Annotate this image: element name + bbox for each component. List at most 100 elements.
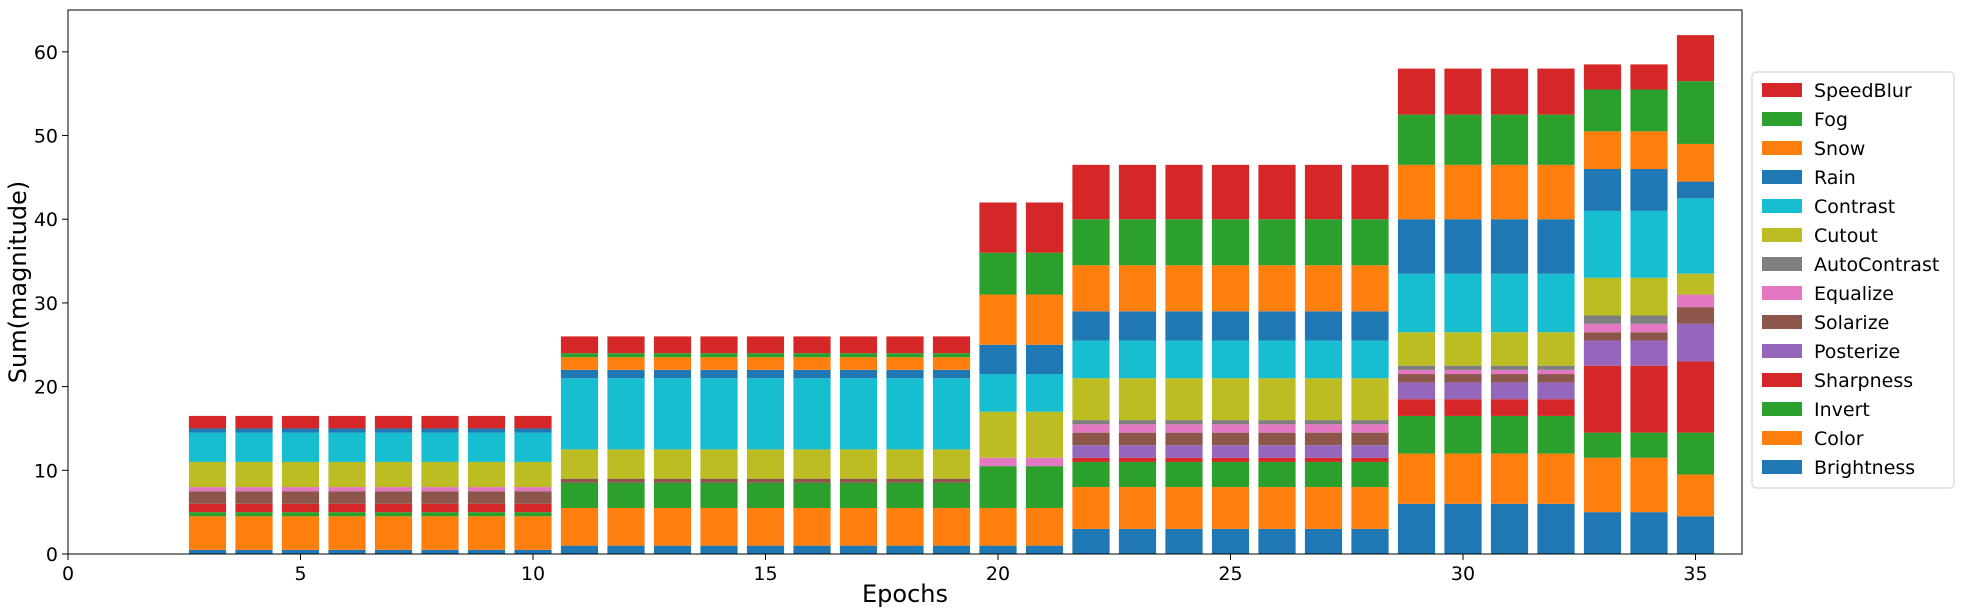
bar-segment-snow-epoch-14 [700, 357, 738, 370]
bar-segment-speedblur-epoch-5 [281, 415, 320, 429]
bar-segment-speedblur-epoch-4 [235, 415, 273, 429]
bar-segment-cutout-epoch-35 [1676, 273, 1715, 295]
bar-segment-speedblur-epoch-34 [1630, 64, 1668, 90]
bar-segment-cutout-epoch-20 [979, 411, 1017, 458]
bar-segment-color-epoch-10 [514, 516, 552, 550]
bar-segment-sharpness-epoch-35 [1676, 361, 1715, 433]
bar-segment-solarize-epoch-6 [328, 491, 366, 504]
bar-segment-speedblur-epoch-13 [653, 336, 692, 354]
bar-segment-invert-epoch-23 [1118, 461, 1157, 488]
bar-segment-equalize-epoch-30 [1444, 369, 1482, 375]
bar-segment-speedblur-epoch-30 [1444, 68, 1482, 115]
bar-segment-invert-epoch-24 [1165, 461, 1203, 488]
bar-segment-contrast-epoch-19 [932, 378, 971, 450]
y-tick-label: 40 [34, 209, 58, 231]
bar-segment-rain-epoch-26 [1258, 311, 1296, 341]
bar-segment-sharpness-epoch-33 [1583, 365, 1622, 433]
bar-segment-brightness-epoch-26 [1258, 528, 1296, 554]
y-tick-label: 60 [34, 42, 58, 64]
bar-segment-speedblur-epoch-33 [1583, 64, 1622, 90]
bar-segment-contrast-epoch-8 [421, 432, 459, 462]
legend-swatch-color [1762, 431, 1802, 445]
bar-segment-brightness-epoch-8 [421, 549, 459, 554]
bar-segment-brightness-epoch-6 [328, 549, 366, 554]
bar-segment-equalize-epoch-3 [188, 487, 227, 492]
bar-segment-color-epoch-6 [328, 516, 366, 550]
bar-segment-contrast-epoch-13 [653, 378, 692, 450]
bar-segment-snow-epoch-18 [886, 357, 924, 370]
bar-segment-snow-epoch-28 [1351, 265, 1389, 312]
bar-segment-sharpness-epoch-9 [467, 503, 506, 513]
x-tick-label: 25 [1218, 563, 1242, 585]
bar-segment-snow-epoch-27 [1304, 265, 1343, 312]
bar-segment-contrast-epoch-16 [793, 378, 831, 450]
bar-segment-rain-epoch-30 [1444, 219, 1482, 274]
bar-segment-snow-epoch-31 [1490, 164, 1529, 220]
legend-swatch-contrast [1762, 199, 1802, 213]
bar-segment-posterize-epoch-33 [1583, 340, 1622, 366]
bar-segment-rain-epoch-34 [1630, 169, 1668, 211]
bar-segment-invert-epoch-19 [932, 482, 971, 508]
bar-segment-speedblur-epoch-6 [328, 415, 366, 429]
bar-segment-color-epoch-33 [1583, 457, 1622, 513]
bar-segment-solarize-epoch-12 [607, 478, 645, 483]
bar-segment-speedblur-epoch-27 [1304, 164, 1343, 220]
bar-segment-sharpness-epoch-27 [1304, 457, 1343, 462]
bar-segment-rain-epoch-7 [374, 428, 413, 433]
bar-segment-rain-epoch-15 [746, 369, 785, 379]
bar-segment-fog-epoch-21 [1025, 252, 1064, 295]
bar-segment-invert-epoch-4 [235, 512, 273, 517]
bar-segment-invert-epoch-18 [886, 482, 924, 508]
bar-segment-contrast-epoch-22 [1072, 340, 1110, 379]
bar-segment-rain-epoch-5 [281, 428, 320, 433]
bar-segment-rain-epoch-21 [1025, 344, 1064, 375]
bar-segment-snow-epoch-19 [932, 357, 971, 370]
bar-segment-invert-epoch-8 [421, 512, 459, 517]
bar-segment-speedblur-epoch-10 [514, 415, 552, 429]
bar-segment-speedblur-epoch-11 [560, 336, 599, 354]
bar-segment-speedblur-epoch-15 [746, 336, 785, 354]
bar-segment-solarize-epoch-19 [932, 478, 971, 483]
y-tick-label: 0 [46, 544, 58, 566]
bar-segment-color-epoch-27 [1304, 487, 1343, 529]
bar-segment-cutout-epoch-18 [886, 449, 924, 479]
bar-segment-fog-epoch-33 [1583, 89, 1622, 132]
bar-segment-cutout-epoch-26 [1258, 378, 1296, 421]
bar-segment-brightness-epoch-20 [979, 545, 1017, 554]
bar-segment-sharpness-epoch-24 [1165, 457, 1203, 462]
bar-segment-cutout-epoch-9 [467, 461, 506, 488]
bar-segment-rain-epoch-3 [188, 428, 227, 433]
bar-segment-color-epoch-31 [1490, 453, 1529, 504]
bar-segment-solarize-epoch-31 [1490, 374, 1529, 383]
bar-segment-autocontrast-epoch-29 [1397, 365, 1436, 370]
legend: SpeedBlur Fog Snow Rain Contrast Cutout AutoCo… [1751, 71, 1955, 489]
bar-segment-cutout-epoch-14 [700, 449, 738, 479]
bar-segment-contrast-epoch-25 [1211, 340, 1250, 379]
bar-segment-equalize-epoch-21 [1025, 457, 1064, 467]
bar-segment-invert-epoch-9 [467, 512, 506, 517]
bar-segment-posterize-epoch-26 [1258, 445, 1296, 458]
bar-segment-contrast-epoch-24 [1165, 340, 1203, 379]
bar-segment-solarize-epoch-33 [1583, 332, 1622, 341]
bar-segment-brightness-epoch-12 [607, 545, 645, 554]
bar-segment-brightness-epoch-29 [1397, 503, 1436, 554]
bar-segment-autocontrast-epoch-32 [1537, 365, 1575, 370]
bar-segment-invert-epoch-22 [1072, 461, 1110, 488]
bar-segment-color-epoch-16 [793, 507, 831, 546]
bar-segment-snow-epoch-24 [1165, 265, 1203, 312]
bar-segment-color-epoch-34 [1630, 457, 1668, 513]
bar-segment-color-epoch-14 [700, 507, 738, 546]
bar-segment-fog-epoch-20 [979, 252, 1017, 295]
bar-segment-contrast-epoch-5 [281, 432, 320, 462]
legend-label-posterize: Posterize [1814, 341, 1900, 363]
bar-segment-invert-epoch-30 [1444, 415, 1482, 454]
bar-segment-invert-epoch-32 [1537, 415, 1575, 454]
bar-segment-sharpness-epoch-34 [1630, 365, 1668, 433]
bar-segment-contrast-epoch-30 [1444, 273, 1482, 333]
bar-segment-cutout-epoch-27 [1304, 378, 1343, 421]
bar-segment-fog-epoch-25 [1211, 219, 1250, 266]
bar-segment-invert-epoch-34 [1630, 432, 1668, 458]
bar-segment-color-epoch-3 [188, 516, 227, 550]
bar-segment-speedblur-epoch-31 [1490, 68, 1529, 115]
bar-segment-brightness-epoch-11 [560, 545, 599, 554]
